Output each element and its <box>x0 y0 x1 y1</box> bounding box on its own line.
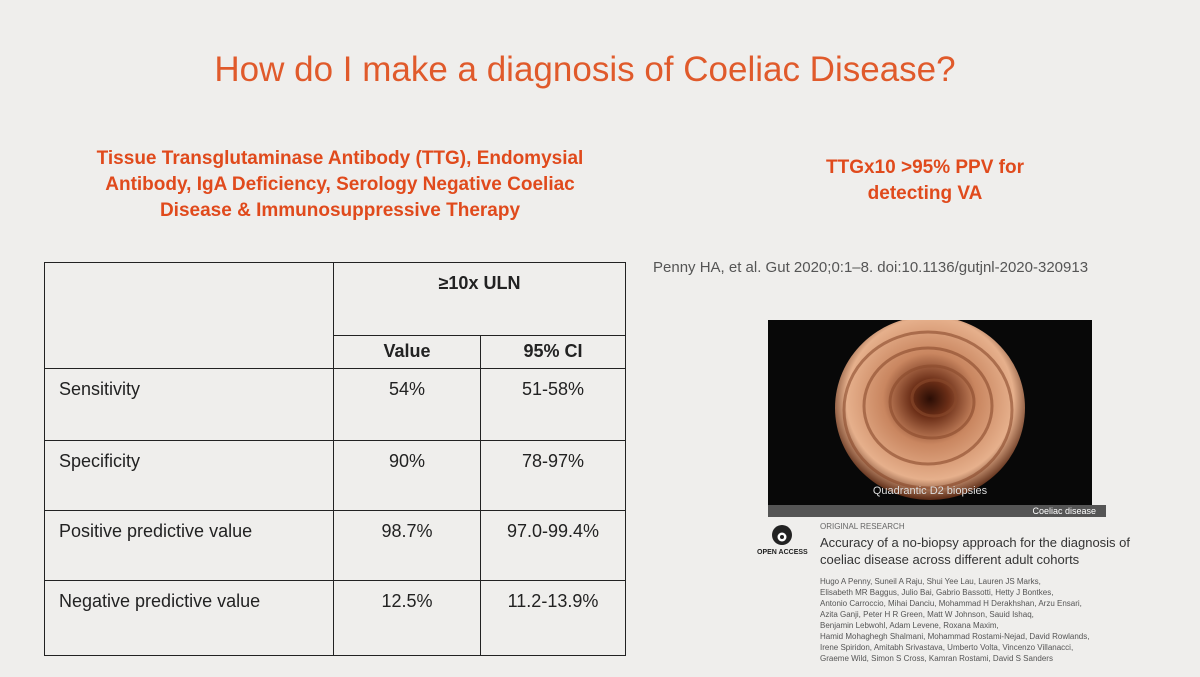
endoscopy-image <box>768 320 1092 506</box>
left-heading-line: Disease & Immunosuppressive Therapy <box>159 200 521 221</box>
author-line: Irene Spiridon, Amitabh Srivastava, Umbe… <box>820 643 1074 652</box>
author-line: Azita Ganji, Peter H R Green, Matt W Joh… <box>820 610 1034 619</box>
table-cell: 51-58% <box>480 368 626 441</box>
image-caption: Quadrantic D2 biopsies <box>872 485 988 497</box>
row-label: Sensitivity <box>44 368 334 441</box>
row-label: Negative predictive value <box>44 580 334 656</box>
journal-section: Coeliac disease <box>768 505 1106 517</box>
table-cell: 78-97% <box>480 440 626 511</box>
citation: Penny HA, et al. Gut 2020;0:1–8. doi:10.… <box>653 259 1089 276</box>
article-category: ORIGINAL RESEARCH <box>820 522 905 531</box>
empty-cell <box>44 262 334 369</box>
open-access-label: OPEN ACCESS <box>757 549 808 556</box>
row-label: Specificity <box>44 440 334 511</box>
left-heading-line: Antibody, IgA Deficiency, Serology Negat… <box>105 174 575 195</box>
right-heading-line: TTGx10 >95% PPV for <box>826 157 1024 178</box>
article-title-line: coeliac disease across different adult c… <box>820 552 1080 567</box>
author-line: Hugo A Penny, Suneil A Raju, Shui Yee La… <box>820 577 1041 586</box>
row-label: Positive predictive value <box>44 510 334 581</box>
group-header: ≥10x ULN <box>333 262 626 336</box>
table-cell: 12.5% <box>333 580 481 656</box>
column-header: 95% CI <box>480 335 626 369</box>
table-cell: 97.0-99.4% <box>480 510 626 581</box>
author-line: Hamid Mohaghegh Shalmani, Mohammad Rosta… <box>820 632 1090 641</box>
open-access-logo <box>772 525 792 545</box>
author-line: Benjamin Lebwohl, Adam Levene, Roxana Ma… <box>820 621 999 630</box>
table: ≥10x ULN Value 95% CI Sensitivity 54% 51-5… <box>44 262 626 656</box>
endoscopy-drawing <box>835 320 1025 500</box>
table-cell: 90% <box>333 440 481 511</box>
right-heading-line: detecting VA <box>867 183 983 204</box>
table-cell: 11.2-13.9% <box>480 580 626 656</box>
table-cell: 98.7% <box>333 510 481 581</box>
author-line: Elisabeth MR Baggus, Julio Bai, Gabrio B… <box>820 588 1054 597</box>
slide-title: How do I make a diagnosis of Coeliac Dis… <box>214 50 956 89</box>
table-cell: 54% <box>333 368 481 441</box>
column-header: Value <box>333 335 481 369</box>
author-line: Graeme Wild, Simon S Cross, Kamran Rosta… <box>820 654 1053 663</box>
author-line: Antonio Carroccio, Mihai Danciu, Mohamma… <box>820 599 1082 608</box>
article-title-line: Accuracy of a no-biopsy approach for the… <box>820 535 1131 550</box>
left-heading-line: Tissue Transglutaminase Antibody (TTG), … <box>96 148 584 169</box>
